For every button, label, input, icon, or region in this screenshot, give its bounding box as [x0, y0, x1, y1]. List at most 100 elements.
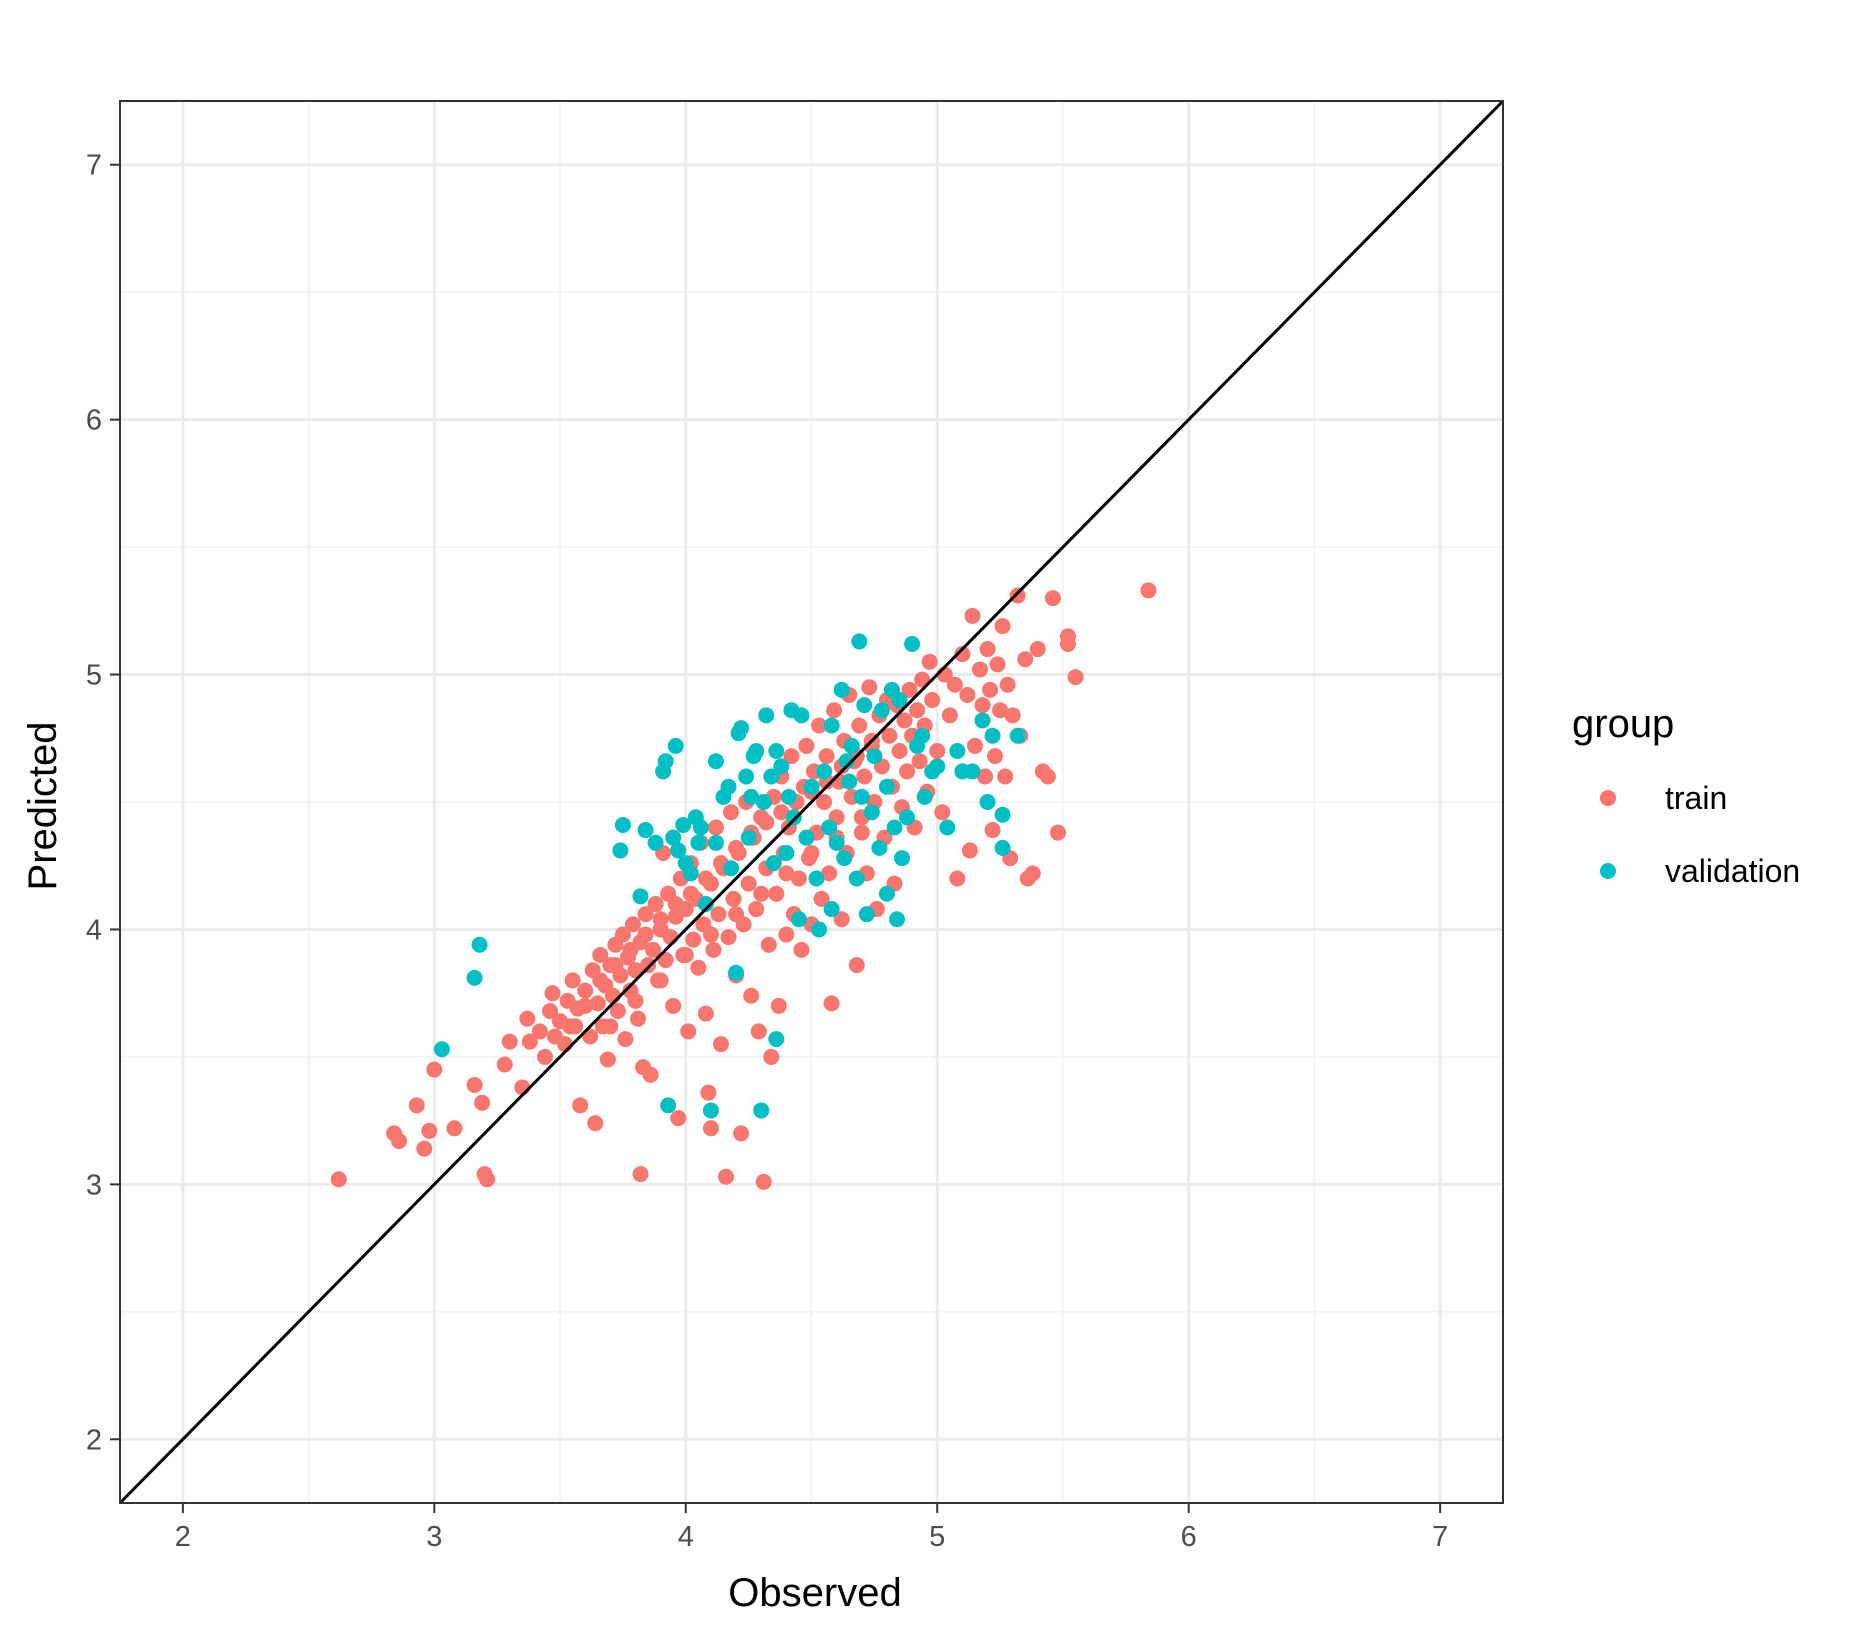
point-validation [657, 753, 674, 770]
point-train [391, 1133, 408, 1150]
point-train [547, 1028, 564, 1045]
legend-key-train [1600, 790, 1616, 806]
point-train [474, 1094, 491, 1111]
point-train [728, 906, 745, 923]
point-train [577, 982, 594, 999]
point-train [982, 681, 999, 698]
point-validation [851, 633, 868, 650]
point-train [753, 885, 770, 902]
legend-label-validation: validation [1665, 853, 1800, 889]
point-train [652, 972, 669, 989]
point-validation [778, 844, 795, 861]
point-train [1017, 651, 1034, 668]
point-train [642, 1066, 659, 1083]
point-validation [904, 635, 921, 652]
point-train [466, 1076, 483, 1093]
point-train [609, 1003, 626, 1020]
point-train [589, 995, 606, 1012]
point-train [748, 901, 765, 918]
point-validation [841, 773, 858, 790]
point-train [536, 1048, 553, 1065]
point-train [755, 1173, 772, 1190]
point-validation [984, 727, 1001, 744]
x-tick-label: 6 [1181, 1521, 1197, 1553]
point-train [521, 1033, 538, 1050]
point-validation [690, 834, 707, 851]
point-validation [811, 921, 828, 938]
x-tick-label: 3 [426, 1521, 442, 1553]
point-train [793, 941, 810, 958]
point-train [929, 743, 946, 760]
point-train [740, 875, 757, 892]
point-train [818, 748, 835, 765]
point-train [803, 844, 820, 861]
point-train [632, 1166, 649, 1183]
point-validation [768, 1031, 785, 1048]
legend-key-validation [1600, 863, 1616, 879]
point-train [992, 702, 1009, 719]
point-train [823, 995, 840, 1012]
x-axis-ticks: 2 3 4 5 6 7 [175, 1503, 1448, 1553]
point-train [790, 870, 807, 887]
point-train [562, 1018, 579, 1035]
point-train [531, 1023, 548, 1040]
point-train [645, 941, 662, 958]
point-train [974, 697, 991, 714]
point-train [577, 997, 594, 1014]
point-validation [866, 748, 883, 765]
point-train [954, 646, 971, 663]
point-validation [808, 870, 825, 887]
point-validation [758, 707, 775, 724]
point-validation [773, 758, 790, 775]
point-train [816, 794, 833, 810]
point-train [896, 712, 913, 729]
point-validation [853, 788, 870, 805]
point-train [640, 957, 657, 974]
point-validation [816, 763, 833, 780]
point-train [966, 737, 983, 754]
point-train [961, 842, 978, 859]
legend-label-train: train [1665, 780, 1727, 816]
point-train [856, 768, 873, 785]
point-validation [994, 806, 1011, 823]
x-tick-label: 4 [678, 1521, 694, 1553]
point-train [680, 1023, 697, 1040]
point-validation [894, 850, 911, 867]
y-axis-title: Predicted [21, 722, 65, 891]
point-train [994, 618, 1011, 635]
point-train [833, 911, 850, 928]
point-validation [833, 681, 850, 698]
point-train [592, 972, 609, 989]
x-tick-label: 2 [175, 1521, 191, 1553]
point-train [798, 737, 815, 754]
point-validation [878, 778, 895, 795]
point-validation [843, 737, 860, 754]
point-train [627, 992, 644, 1009]
point-validation [823, 717, 840, 734]
point-validation [780, 788, 797, 805]
point-validation [1009, 727, 1026, 744]
y-tick-label: 3 [86, 1169, 102, 1201]
point-train [697, 870, 714, 887]
major-gridlines [120, 101, 1503, 1503]
legend-item-validation: validation [1600, 853, 1800, 889]
point-train [946, 676, 963, 693]
point-train [637, 926, 654, 943]
point-train [959, 686, 976, 703]
point-validation [675, 816, 692, 833]
point-train [705, 941, 722, 958]
point-train [682, 885, 699, 902]
point-train [1140, 582, 1157, 599]
point-train [592, 946, 609, 963]
point-validation [979, 794, 996, 810]
point-train [987, 748, 1004, 765]
point-train [572, 1097, 589, 1114]
point-validation [888, 911, 905, 928]
point-validation [886, 819, 903, 836]
point-train [723, 804, 740, 821]
point-validation [692, 819, 709, 836]
point-train [821, 865, 838, 882]
point-train [700, 1084, 717, 1101]
